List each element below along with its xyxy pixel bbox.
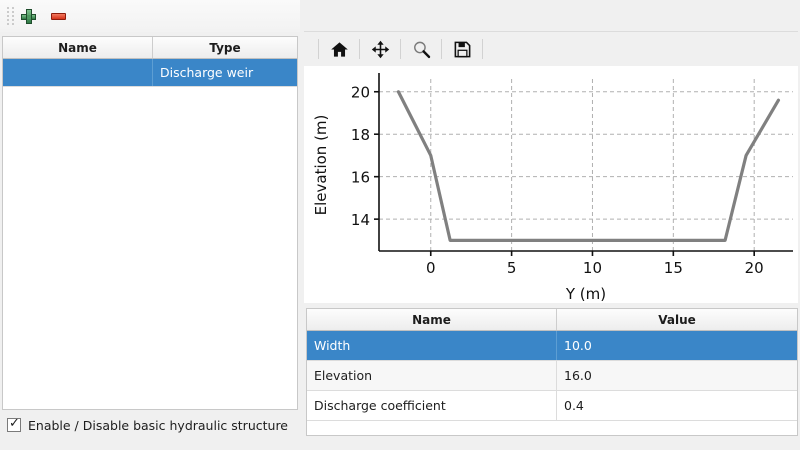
structure-table-header: Name Type	[3, 37, 297, 59]
plus-icon	[20, 8, 36, 24]
parameter-table[interactable]: Name Value Width 10.0 Elevation 16.0 Dis…	[306, 308, 798, 436]
drag-handle[interactable]	[3, 4, 13, 28]
magnifier-icon	[413, 41, 430, 58]
save-button[interactable]	[448, 36, 476, 62]
structure-col-name[interactable]: Name	[3, 37, 153, 58]
parameter-value[interactable]: 16.0	[564, 368, 592, 383]
svg-text:15: 15	[664, 259, 683, 277]
svg-text:5: 5	[507, 259, 517, 277]
plot-container: 14 16 18 20 0 5 10 15 20 Elevation (m) Y (m)	[304, 31, 798, 303]
home-icon	[330, 41, 348, 57]
svg-text:20: 20	[745, 259, 764, 277]
parameter-name[interactable]: Discharge coefficient	[307, 391, 557, 420]
svg-text:18: 18	[351, 126, 370, 144]
svg-text:0: 0	[426, 259, 436, 277]
move-icon	[371, 40, 389, 58]
toolbar-separator	[318, 39, 319, 59]
table-row[interactable]: Elevation 16.0	[307, 361, 797, 391]
plot-and-parameters-panel: 14 16 18 20 0 5 10 15 20 Elevation (m) Y (m) Name …	[302, 0, 800, 450]
structure-cell-type[interactable]: Discharge weir	[160, 65, 254, 80]
enable-structure-label: Enable / Disable basic hydraulic structu…	[28, 417, 288, 433]
toolbar-separator	[400, 39, 401, 59]
table-row[interactable]: Width 10.0	[307, 331, 797, 361]
parameter-value[interactable]: 10.0	[564, 338, 592, 353]
parameter-table-header: Name Value	[307, 309, 797, 331]
matplotlib-canvas[interactable]: 14 16 18 20 0 5 10 15 20 Elevation (m) Y (m)	[304, 66, 798, 303]
svg-text:Y (m): Y (m)	[565, 285, 606, 303]
svg-text:16: 16	[351, 169, 370, 187]
parameter-col-name[interactable]: Name	[307, 309, 557, 330]
parameter-col-value[interactable]: Value	[658, 312, 696, 327]
toolbar-separator	[359, 39, 360, 59]
add-structure-button[interactable]	[13, 2, 43, 30]
parameter-value[interactable]: 0.4	[564, 398, 584, 413]
table-row[interactable]: Discharge coefficient 0.4	[307, 391, 797, 421]
enable-structure-checkbox[interactable]	[7, 416, 21, 432]
svg-text:20: 20	[351, 84, 370, 102]
cross-section-chart: 14 16 18 20 0 5 10 15 20 Elevation (m) Y (m)	[304, 66, 798, 303]
structure-toolbar	[0, 0, 300, 32]
pan-button[interactable]	[366, 36, 394, 62]
svg-text:14: 14	[351, 211, 370, 229]
svg-text:Elevation (m): Elevation (m)	[312, 115, 330, 216]
structures-panel: Name Type Discharge weir Enable / Disabl…	[0, 0, 300, 450]
structure-cell-name[interactable]	[3, 59, 153, 86]
plot-navigation-toolbar	[304, 32, 798, 66]
toolbar-separator	[482, 39, 483, 59]
enable-structure-row[interactable]: Enable / Disable basic hydraulic structu…	[2, 412, 298, 438]
remove-structure-button[interactable]	[43, 2, 73, 30]
parameter-name[interactable]: Elevation	[307, 361, 557, 390]
home-button[interactable]	[325, 36, 353, 62]
save-icon	[454, 41, 470, 57]
table-row[interactable]: Discharge weir	[3, 59, 297, 87]
zoom-button[interactable]	[407, 36, 435, 62]
parameter-name[interactable]: Width	[307, 331, 557, 360]
toolbar-separator	[441, 39, 442, 59]
svg-text:10: 10	[583, 259, 602, 277]
structure-table[interactable]: Name Type Discharge weir	[2, 36, 298, 410]
minus-icon	[50, 12, 66, 20]
structure-col-type[interactable]: Type	[209, 40, 241, 55]
